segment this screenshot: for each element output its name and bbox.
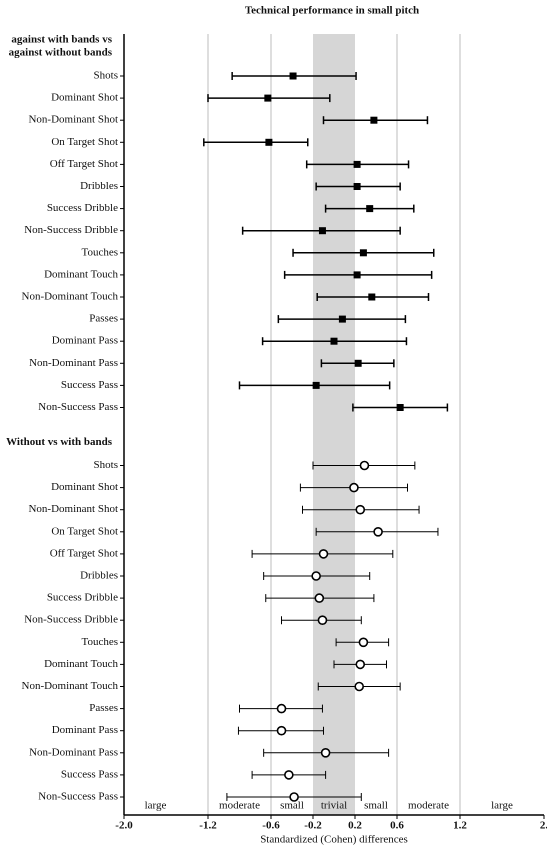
point (314, 593, 325, 603)
row-label: Non-Success Pass (38, 791, 118, 803)
point (353, 183, 361, 190)
point (338, 315, 346, 323)
row-label: Success Pass (61, 379, 118, 391)
point (311, 571, 321, 581)
row-label: Touches (82, 246, 119, 258)
row-label: Non-Dominant Shot (28, 114, 118, 126)
point (289, 792, 299, 802)
point (264, 94, 272, 102)
point (354, 681, 365, 692)
row-label: Success Dribble (47, 202, 118, 214)
row-label: Dominant Shot (51, 92, 118, 104)
row-label: Dominant Shot (51, 481, 118, 493)
point (284, 770, 294, 780)
zone-label: large (145, 800, 167, 812)
point (265, 138, 273, 146)
row-label: On Target Shot (51, 525, 118, 537)
row-label: Non-Success Dribble (24, 224, 118, 236)
group-label: against with bands vs (11, 34, 112, 46)
row-label: Dominant Pass (52, 724, 118, 736)
zone-label: large (491, 800, 513, 812)
row-label: Passes (89, 313, 118, 325)
row-label: Success Pass (61, 768, 118, 780)
point (354, 359, 362, 367)
row-label: Dominant Pass (52, 335, 118, 347)
row-label: Dribbles (80, 180, 118, 192)
point (353, 160, 361, 168)
row-label: Dominant Touch (44, 268, 118, 280)
x-axis-label: Standardized (Cohen) differences (260, 834, 408, 846)
point (289, 72, 297, 80)
row-label: Off Target Shot (50, 158, 118, 170)
point (358, 637, 369, 648)
x-tick-label: -2.0 (115, 820, 133, 832)
point (353, 271, 361, 279)
x-tick-label: 2. (540, 820, 547, 832)
row-label: Shots (94, 70, 118, 82)
zone-label: trivial (321, 800, 347, 812)
point (320, 747, 331, 758)
point (359, 460, 370, 471)
group-label: Without vs with bands (6, 436, 113, 448)
point (330, 337, 338, 345)
zone-label: small (280, 800, 304, 812)
row-label: Dominant Touch (44, 658, 118, 670)
row-label: Off Target Shot (50, 547, 118, 559)
x-tick-label: 1.2 (453, 820, 467, 832)
point (349, 482, 359, 493)
zone-label: small (364, 800, 388, 812)
x-tick-label: 0.6 (390, 820, 404, 832)
row-label: Passes (89, 702, 118, 714)
row-label: Shots (94, 459, 118, 471)
row-label: Touches (82, 636, 119, 648)
row-label: Non-Dominant Touch (22, 680, 119, 692)
x-tick-label: -0.6 (262, 820, 280, 832)
point (359, 249, 367, 257)
row-label: Non-Dominant Touch (22, 291, 119, 303)
group-label: against without bands (9, 47, 113, 59)
x-tick-label: -1.2 (199, 820, 217, 832)
point (368, 293, 376, 301)
point (318, 227, 326, 235)
point (317, 615, 328, 626)
x-tick-label: 0.2 (348, 820, 362, 832)
chart-title: Technical performance in small pitch (245, 5, 419, 17)
zone-label: moderate (408, 800, 449, 812)
zone-label: moderate (219, 800, 260, 812)
row-label: Success Dribble (47, 592, 118, 604)
point (318, 549, 329, 559)
row-label: On Target Shot (51, 136, 118, 148)
point (396, 404, 404, 411)
row-label: Non-Dominant Shot (28, 503, 118, 515)
row-label: Non-Dominant Pass (29, 357, 118, 369)
point (355, 504, 366, 515)
row-label: Non-Success Dribble (24, 614, 118, 626)
point (355, 659, 366, 670)
point (370, 116, 378, 124)
row-label: Non-Dominant Pass (29, 746, 118, 758)
point (276, 725, 287, 736)
row-label: Non-Success Pass (38, 401, 118, 413)
point (366, 205, 374, 213)
row-label: Dribbles (80, 570, 118, 582)
point (312, 381, 320, 389)
point (276, 703, 287, 714)
trivial-band (313, 34, 355, 815)
x-tick-label: -0.2 (304, 820, 322, 832)
point (373, 526, 383, 537)
